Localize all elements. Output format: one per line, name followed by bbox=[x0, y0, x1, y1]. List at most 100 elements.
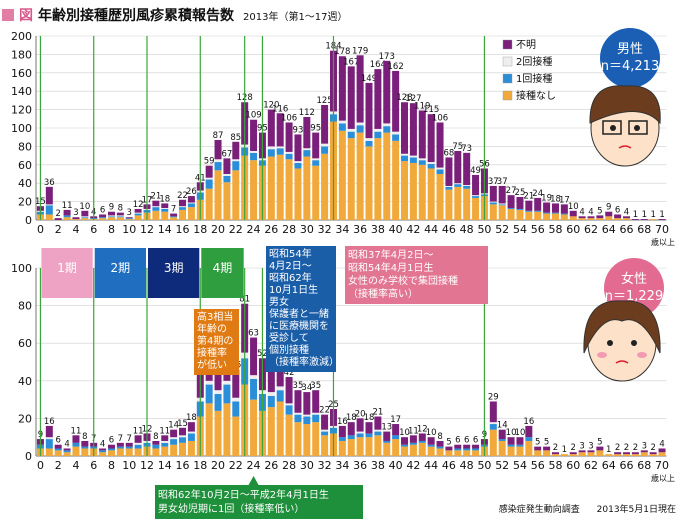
data-label: 3 bbox=[588, 441, 593, 451]
bar-segment bbox=[152, 207, 160, 211]
bar-segment bbox=[507, 208, 515, 209]
bar-segment bbox=[365, 422, 373, 434]
note-green-box bbox=[155, 485, 363, 519]
bar-segment bbox=[463, 185, 471, 189]
bar-segment bbox=[134, 442, 142, 445]
note-pink-line: 昭和54年4月1日生 bbox=[348, 261, 433, 274]
note-blue-line: 保護者と一緒 bbox=[269, 307, 329, 320]
bar-segment bbox=[232, 369, 240, 398]
bar-segment bbox=[63, 452, 71, 456]
data-label: 49 bbox=[470, 166, 481, 176]
bar-segment bbox=[312, 414, 320, 423]
bar-segment bbox=[534, 210, 542, 212]
bar-segment bbox=[125, 219, 133, 220]
bar-segment bbox=[587, 218, 595, 220]
bar-segment bbox=[294, 161, 302, 163]
bar-segment bbox=[401, 437, 409, 445]
bar-segment bbox=[232, 159, 240, 162]
data-label: 9 bbox=[606, 203, 611, 213]
bar-segment bbox=[267, 146, 275, 150]
badge-gender: 男性 bbox=[617, 42, 643, 57]
bar-segment bbox=[347, 131, 355, 139]
data-label: 1 bbox=[606, 445, 611, 455]
male-face-illustration bbox=[589, 85, 661, 167]
bar-segment bbox=[285, 414, 293, 456]
bar-segment bbox=[498, 203, 506, 205]
bar-segment bbox=[640, 219, 648, 220]
bar-segment bbox=[267, 360, 275, 393]
bar-segment bbox=[418, 433, 426, 441]
bar-segment bbox=[63, 450, 71, 453]
data-label: 127 bbox=[405, 94, 421, 104]
title-marker bbox=[2, 9, 14, 21]
bar-segment bbox=[436, 448, 444, 456]
bar-segment bbox=[250, 337, 258, 376]
bar-segment bbox=[347, 138, 355, 220]
data-label: 128 bbox=[396, 93, 412, 103]
x-tick-label: 64 bbox=[602, 459, 616, 472]
bar-segment bbox=[427, 444, 435, 447]
x-tick-label: 50 bbox=[477, 459, 491, 472]
note-green-line: 昭和62年10月2日〜平成2年4月1日生 bbox=[158, 488, 329, 501]
bar-segment bbox=[152, 200, 160, 207]
bar-segment bbox=[365, 140, 373, 147]
bar-segment bbox=[179, 199, 187, 207]
bar-segment bbox=[214, 159, 222, 163]
period3-box bbox=[148, 248, 200, 298]
bar-segment bbox=[187, 202, 195, 204]
bar-segment bbox=[374, 416, 382, 430]
data-label: 3 bbox=[127, 208, 132, 218]
bar-segment bbox=[543, 446, 551, 451]
bar-segment bbox=[489, 429, 497, 456]
data-label: 12 bbox=[417, 424, 428, 434]
bar-segment bbox=[401, 446, 409, 456]
bar-segment bbox=[170, 437, 178, 440]
bar-segment bbox=[214, 393, 222, 411]
data-label: 17 bbox=[559, 195, 570, 205]
x-tick-label: 50 bbox=[477, 223, 491, 236]
eye bbox=[634, 125, 640, 131]
x-tick-label: 4 bbox=[72, 223, 79, 236]
bar-segment bbox=[294, 390, 302, 413]
bar-segment bbox=[498, 429, 506, 440]
bar-segment bbox=[658, 448, 666, 453]
bar-segment bbox=[347, 66, 355, 129]
data-label: 25 bbox=[515, 188, 526, 198]
legend-label: 接種なし bbox=[516, 89, 556, 102]
bar-segment bbox=[303, 150, 311, 157]
legend-swatch bbox=[502, 56, 513, 67]
bar-segment bbox=[347, 439, 355, 456]
bar-segment bbox=[312, 422, 320, 456]
bar-segment bbox=[409, 155, 417, 158]
hair bbox=[589, 85, 661, 125]
bar-segment bbox=[578, 452, 586, 456]
bar-segment bbox=[507, 446, 515, 456]
x-tick-label: 20 bbox=[211, 223, 225, 236]
data-label: 10 bbox=[399, 428, 410, 438]
bar-segment bbox=[214, 360, 222, 391]
bar-segment bbox=[99, 450, 107, 453]
bar-segment bbox=[436, 446, 444, 449]
y-tick-label: 60 bbox=[18, 337, 32, 350]
bar-segment bbox=[472, 448, 480, 451]
bar-segment bbox=[614, 214, 622, 219]
data-label: 178 bbox=[334, 47, 350, 57]
bar-segment bbox=[205, 177, 213, 180]
bar-segment bbox=[418, 440, 426, 443]
bar-segment bbox=[649, 219, 657, 220]
bar-segment bbox=[356, 431, 364, 434]
bar-segment bbox=[498, 439, 506, 441]
cheek bbox=[637, 352, 647, 358]
bar-segment bbox=[294, 422, 302, 456]
data-label: 11 bbox=[62, 201, 73, 211]
data-label: 10 bbox=[426, 428, 437, 438]
bar-segment bbox=[365, 82, 373, 139]
data-label: 37 bbox=[488, 177, 499, 187]
data-label: 6 bbox=[473, 436, 478, 446]
bar-segment bbox=[81, 440, 89, 447]
bar-segment bbox=[560, 454, 568, 456]
y-tick-label: 100 bbox=[11, 262, 32, 275]
data-label: 125 bbox=[316, 96, 332, 106]
bar-segment bbox=[374, 429, 382, 432]
